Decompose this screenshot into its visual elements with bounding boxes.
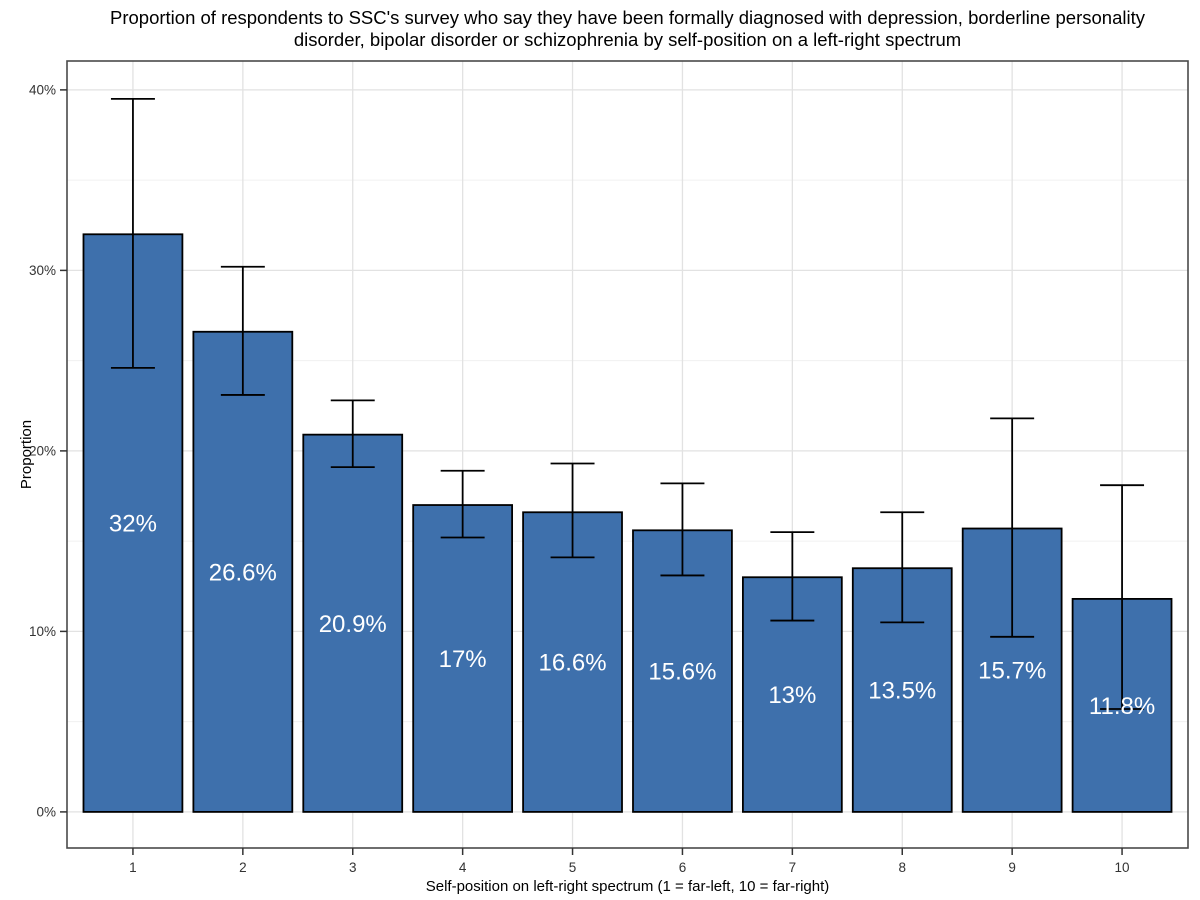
- x-axis-tick-label: 2: [239, 860, 247, 875]
- y-axis-tick-label: 30%: [29, 263, 56, 278]
- x-axis-tick-label: 7: [789, 860, 797, 875]
- x-axis-tick-label: 10: [1115, 860, 1130, 875]
- bar-label: 17%: [439, 646, 487, 673]
- bar-label: 13%: [768, 682, 816, 709]
- chart-title: Proportion of respondents to SSC's surve…: [67, 7, 1188, 51]
- bar-label: 32%: [109, 511, 157, 538]
- bar: [522, 511, 623, 813]
- bar-label: 16.6%: [539, 650, 607, 677]
- x-axis-tick-label: 6: [679, 860, 687, 875]
- y-axis-tick-label: 20%: [29, 444, 56, 459]
- x-axis-tick-label: 1: [129, 860, 137, 875]
- x-axis-tick-label: 4: [459, 860, 467, 875]
- bar-label: 26.6%: [209, 559, 277, 586]
- x-axis-tick-label: 9: [1008, 860, 1016, 875]
- x-axis-tick-label: 3: [349, 860, 357, 875]
- bar: [632, 529, 733, 813]
- y-axis-tick-label: 40%: [29, 83, 56, 98]
- panel-border: [66, 60, 1189, 849]
- y-axis-tick-label: 10%: [29, 624, 56, 639]
- bar-label: 13.5%: [868, 678, 936, 705]
- bar-label: 15.6%: [648, 659, 716, 686]
- bar: [412, 504, 514, 813]
- chart-title-text: Proportion of respondents to SSC's surve…: [110, 7, 1145, 50]
- x-axis-title: Self-position on left-right spectrum (1 …: [426, 878, 830, 895]
- y-axis-title: Proportion: [18, 420, 35, 489]
- y-axis-tick-label: 0%: [36, 805, 56, 820]
- bar-label: 11.8%: [1089, 693, 1155, 720]
- bar-label: 15.7%: [978, 658, 1046, 685]
- bar-label: 20.9%: [319, 611, 387, 638]
- x-axis-tick-label: 8: [898, 860, 906, 875]
- x-axis-tick-label: 5: [569, 860, 577, 875]
